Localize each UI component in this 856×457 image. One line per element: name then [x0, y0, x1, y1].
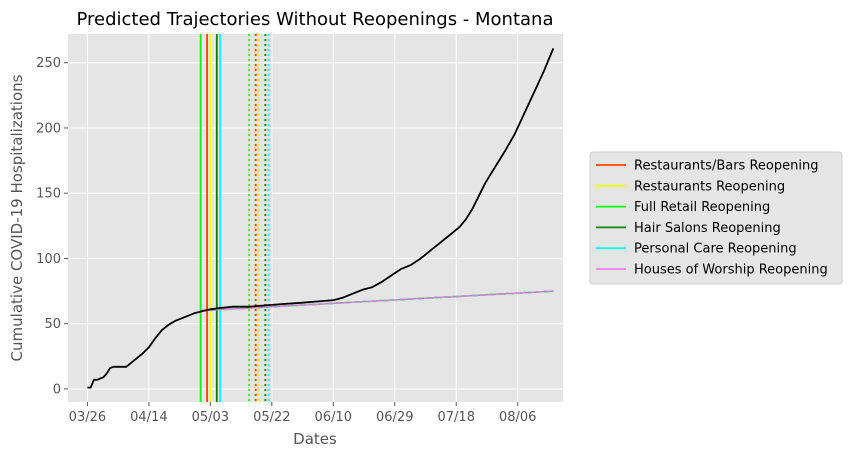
y-tick-label: 200 [36, 121, 61, 136]
x-tick-label: 06/29 [376, 410, 413, 425]
x-tick-label: 04/14 [130, 410, 167, 425]
y-tick-label: 0 [53, 382, 61, 397]
y-tick-label: 250 [36, 56, 61, 71]
reopening-markers [199, 34, 270, 402]
legend-label: Hair Salons Reopening [634, 221, 781, 236]
y-tick-label: 50 [44, 317, 61, 332]
x-tick-labels: 03/26 04/14 05/03 05/22 06/10 06/29 07/18 08/06 [69, 402, 536, 425]
legend-box [589, 151, 843, 285]
series-line [87, 48, 555, 389]
x-tick-label: 08/06 [499, 410, 536, 425]
legend-label: Full Retail Reopening [634, 200, 770, 215]
legend-label: Houses of Worship Reopening [634, 263, 828, 278]
chart-title: Predicted Trajectories Without Reopening… [76, 9, 553, 30]
series-line [200, 290, 554, 312]
legend-label: Personal Care Reopening [634, 242, 797, 257]
plot-area [68, 34, 563, 402]
y-axis-label: Cumulative COVID-19 Hospitalizations [8, 74, 26, 361]
series-lines [87, 48, 555, 389]
x-tick-label: 03/26 [69, 410, 106, 425]
x-axis-label: Dates [293, 430, 337, 448]
y-tick-label: 150 [36, 187, 61, 202]
legend-label: Restaurants Reopening [634, 179, 785, 194]
y-tick-labels: 0 50 100 150 200 250 [36, 56, 68, 397]
legend: Restaurants/Bars Reopening Restaurants Re… [589, 151, 843, 285]
legend-label: Restaurants/Bars Reopening [634, 159, 818, 174]
x-tick-label: 05/03 [192, 410, 229, 425]
x-tick-label: 06/10 [315, 410, 352, 425]
y-tick-label: 100 [36, 252, 61, 267]
x-tick-label: 07/18 [438, 410, 475, 425]
x-tick-label: 05/22 [253, 410, 290, 425]
